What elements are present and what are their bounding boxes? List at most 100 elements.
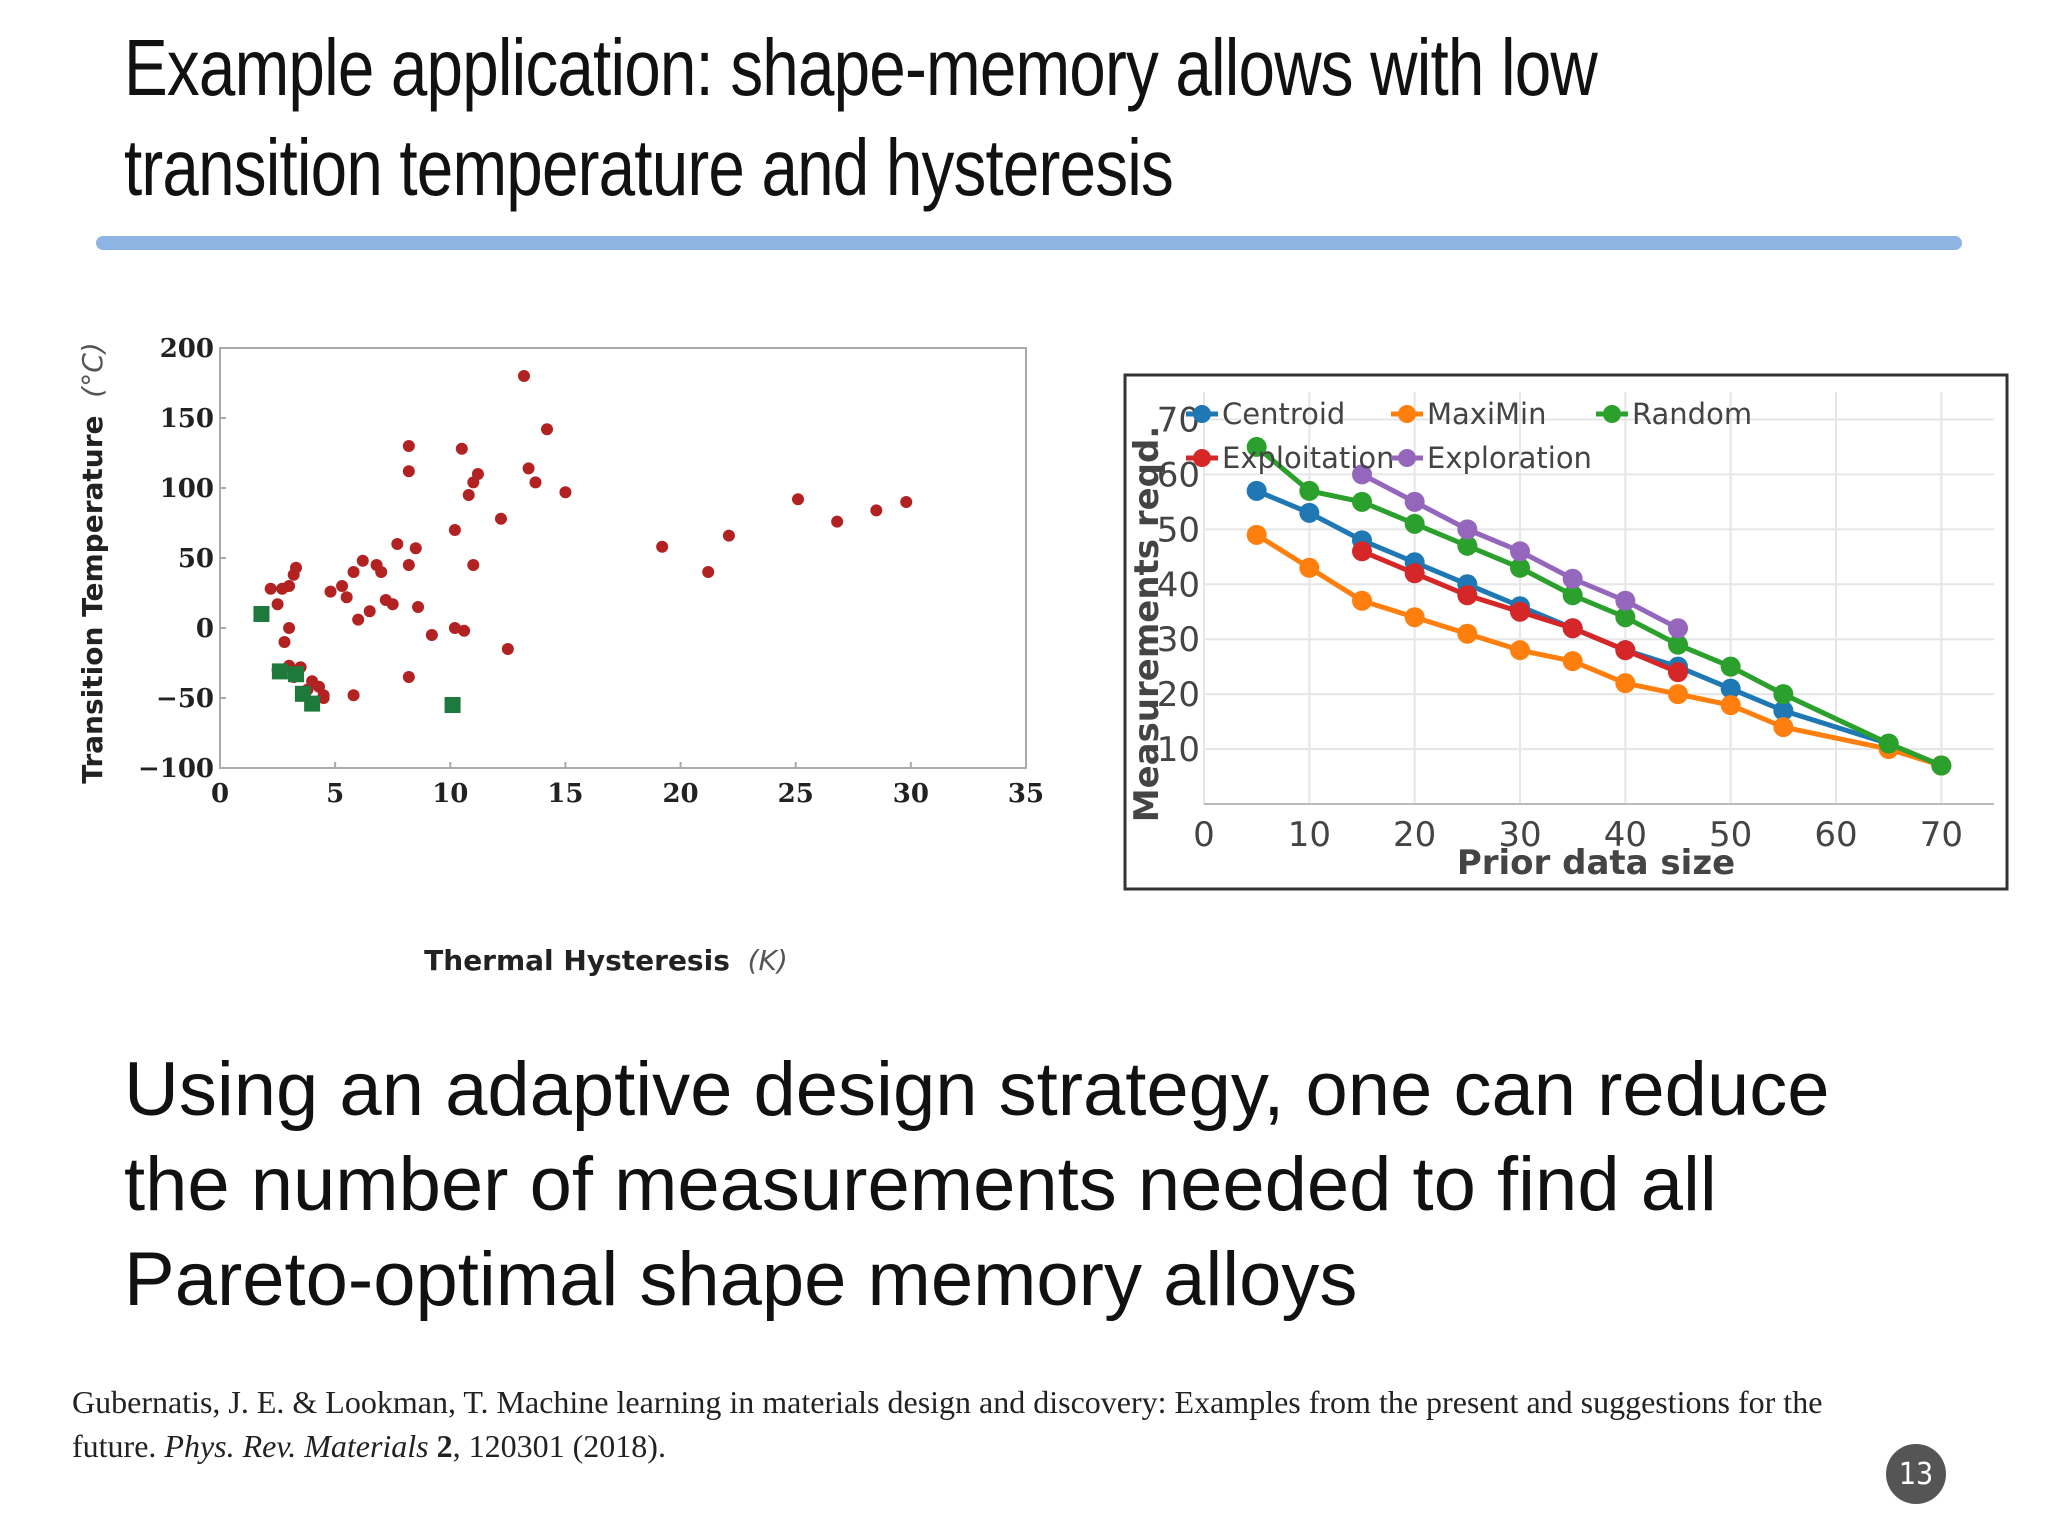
- legend-label-exploitation: Exploitation: [1222, 441, 1394, 475]
- scatter-x-tick-label: 25: [778, 779, 814, 809]
- line-x-axis-label: Prior data size: [1457, 843, 1735, 883]
- scatter-y-tick-label: 150: [160, 404, 214, 434]
- scatter-point: [356, 554, 369, 567]
- line-point-centroid: [1299, 502, 1320, 523]
- line-point-exploitation: [1668, 662, 1688, 683]
- scatter-x-axis-title: Thermal Hysteresis (K): [424, 944, 788, 977]
- line-point-exploration: [1510, 541, 1530, 562]
- scatter-point: [702, 566, 715, 578]
- scatter-y-tick-label: 0: [196, 614, 214, 644]
- line-x-tick-label: 50: [1709, 815, 1752, 855]
- scatter-y-ticks: −100 −50 0 50 100 150 200: [138, 334, 226, 784]
- line-point-exploration: [1668, 618, 1688, 639]
- title-divider: [96, 236, 1962, 250]
- line-point-random: [1615, 607, 1636, 628]
- line-x-tick-label: 30: [1498, 815, 1541, 855]
- line-point-exploitation: [1352, 541, 1372, 562]
- scatter-x-tick-label: 20: [662, 779, 698, 809]
- scatter-point: [347, 689, 360, 702]
- scatter-point-square: [271, 663, 288, 680]
- line-chart: 10 20 30 40 50 60 70 0 10 20 30 40 50 60 70 Centroid M…: [1123, 373, 2009, 891]
- scatter-point: [656, 540, 669, 553]
- scatter-x-tick-label: 30: [893, 779, 929, 809]
- line-point-random: [1510, 557, 1530, 578]
- scatter-point: [363, 605, 376, 618]
- legend-label-maximin: MaxiMin: [1427, 397, 1546, 431]
- scatter-point: [386, 598, 399, 611]
- line-point-maximin: [1457, 623, 1478, 644]
- line-chart-grid: [1203, 392, 1994, 805]
- scatter-point-square: [304, 695, 321, 712]
- scatter-point: [425, 629, 438, 641]
- scatter-plot-area: [219, 347, 1027, 769]
- scatter-point: [522, 462, 535, 475]
- scatter-point: [347, 566, 360, 578]
- line-y-tick-label: 70: [1157, 400, 1200, 440]
- slide-body: Using an adaptive design strategy, one c…: [124, 1042, 1964, 1327]
- citation: Gubernatis, J. E. & Lookman, T. Machine …: [72, 1380, 1872, 1468]
- scatter-point: [501, 643, 514, 655]
- scatter-point: [409, 542, 422, 555]
- scatter-y-axis-label: Transition Temperature: [76, 415, 109, 783]
- line-point-maximin: [1352, 590, 1372, 611]
- scatter-x-tick-label: 0: [211, 779, 229, 809]
- line-x-ticks: 0 10 20 30 40 50 60 70: [1193, 815, 1963, 855]
- line-y-tick-label: 40: [1157, 565, 1200, 605]
- body-line-2: the number of measurements needed to fin…: [124, 1142, 1717, 1227]
- scatter-point: [324, 585, 337, 598]
- line-y-tick-label: 30: [1157, 620, 1200, 660]
- line-point-random: [1720, 656, 1741, 677]
- scatter-point: [278, 636, 291, 648]
- line-point-exploration: [1457, 519, 1478, 540]
- line-point-maximin: [1668, 684, 1688, 705]
- scatter-point: [264, 582, 277, 595]
- scatter-point: [900, 496, 913, 508]
- scatter-point: [375, 566, 388, 578]
- scatter-x-tick-label: 15: [547, 779, 583, 809]
- scatter-x-tick-label: 35: [1008, 779, 1044, 809]
- line-point-exploration: [1562, 568, 1583, 589]
- scatter-y-tick-label: −100: [138, 754, 214, 784]
- scatter-point: [402, 440, 415, 452]
- line-point-maximin: [1510, 640, 1530, 661]
- line-point-random: [1931, 755, 1952, 776]
- scatter-point: [412, 601, 425, 613]
- line-y-tick-label: 50: [1157, 510, 1200, 550]
- line-y-axis-label: Measurements reqd.: [1127, 426, 1167, 823]
- line-point-exploitation: [1562, 618, 1583, 639]
- scatter-y-axis-unit: (°C): [76, 342, 109, 397]
- line-point-maximin: [1615, 673, 1636, 694]
- scatter-point-square: [444, 697, 461, 713]
- line-y-tick-label: 60: [1157, 455, 1200, 495]
- line-point-exploitation: [1510, 601, 1530, 622]
- line-point-random: [1457, 535, 1478, 556]
- line-y-tick-label: 20: [1157, 675, 1200, 715]
- line-x-tick-label: 40: [1604, 815, 1647, 855]
- line-point-centroid: [1246, 480, 1267, 501]
- line-point-exploration: [1352, 464, 1372, 485]
- line-point-exploration: [1404, 491, 1425, 512]
- scatter-point: [271, 598, 284, 611]
- scatter-point: [494, 512, 507, 525]
- body-line-3: Pareto-optimal shape memory alloys: [124, 1237, 1358, 1322]
- slide-title-line-2: transition temperature and hysteresis: [124, 123, 1174, 212]
- line-point-exploitation: [1615, 640, 1636, 661]
- scatter-point: [870, 504, 883, 517]
- legend-label-exploration: Exploration: [1427, 441, 1592, 475]
- citation-tail: , 120301 (2018).: [452, 1428, 666, 1464]
- scatter-x-tick-label: 5: [326, 779, 344, 809]
- line-point-random: [1773, 684, 1794, 705]
- scatter-point: [517, 370, 530, 382]
- line-series: [1246, 436, 1952, 776]
- scatter-point: [792, 493, 805, 506]
- scatter-point: [402, 465, 415, 478]
- line-point-centroid: [1720, 678, 1741, 699]
- line-x-tick-label: 60: [1814, 815, 1857, 855]
- legend-marker-maximin: [1398, 405, 1416, 423]
- scatter-y-tick-label: −50: [156, 684, 214, 714]
- scatter-x-ticks: 0 5 10 15 20 25 30 35: [211, 762, 1044, 809]
- scatter-point: [391, 538, 404, 550]
- citation-journal: Phys. Rev. Materials: [164, 1428, 429, 1464]
- scatter-points: [253, 370, 913, 713]
- scatter-point: [283, 580, 296, 592]
